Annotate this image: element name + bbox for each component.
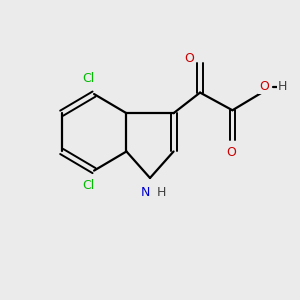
- Text: H: H: [278, 80, 287, 93]
- Text: O: O: [184, 52, 194, 65]
- Text: Cl: Cl: [82, 179, 95, 192]
- Text: N: N: [141, 186, 150, 199]
- Text: Cl: Cl: [82, 72, 95, 85]
- Text: O: O: [259, 80, 269, 93]
- Text: H: H: [157, 186, 166, 199]
- Text: O: O: [226, 146, 236, 159]
